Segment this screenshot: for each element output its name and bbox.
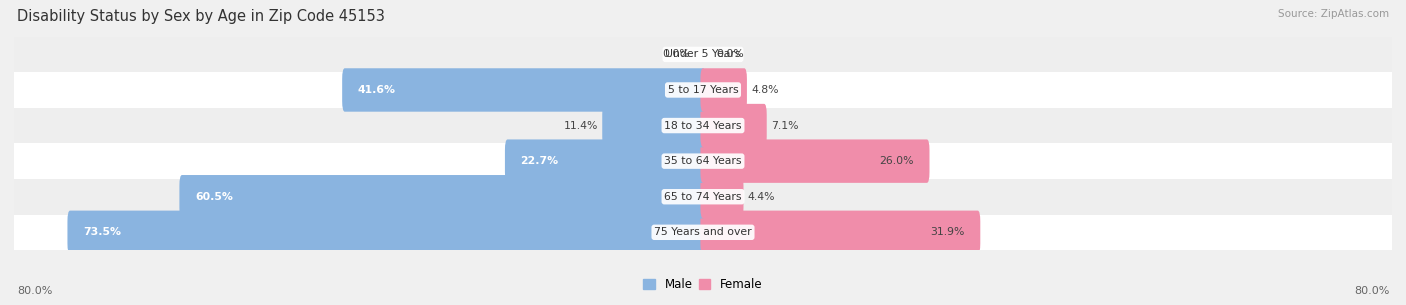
Text: 60.5%: 60.5% — [195, 192, 233, 202]
Text: 11.4%: 11.4% — [564, 120, 598, 131]
FancyBboxPatch shape — [67, 210, 706, 254]
Text: 80.0%: 80.0% — [17, 286, 52, 296]
FancyBboxPatch shape — [14, 143, 1392, 179]
Text: 26.0%: 26.0% — [880, 156, 914, 166]
FancyBboxPatch shape — [700, 210, 980, 254]
Text: 18 to 34 Years: 18 to 34 Years — [664, 120, 742, 131]
FancyBboxPatch shape — [14, 72, 1392, 108]
Text: 5 to 17 Years: 5 to 17 Years — [668, 85, 738, 95]
FancyBboxPatch shape — [14, 37, 1392, 72]
Text: 22.7%: 22.7% — [520, 156, 558, 166]
Text: Disability Status by Sex by Age in Zip Code 45153: Disability Status by Sex by Age in Zip C… — [17, 9, 385, 24]
FancyBboxPatch shape — [700, 175, 744, 218]
FancyBboxPatch shape — [602, 104, 706, 147]
FancyBboxPatch shape — [14, 108, 1392, 143]
Text: Under 5 Years: Under 5 Years — [665, 49, 741, 59]
FancyBboxPatch shape — [505, 139, 706, 183]
Text: 4.4%: 4.4% — [748, 192, 775, 202]
FancyBboxPatch shape — [342, 68, 706, 112]
Text: 7.1%: 7.1% — [770, 120, 799, 131]
Text: 75 Years and over: 75 Years and over — [654, 227, 752, 237]
Text: Source: ZipAtlas.com: Source: ZipAtlas.com — [1278, 9, 1389, 19]
FancyBboxPatch shape — [700, 139, 929, 183]
Text: 80.0%: 80.0% — [1354, 286, 1389, 296]
Text: 65 to 74 Years: 65 to 74 Years — [664, 192, 742, 202]
Text: 0.0%: 0.0% — [716, 49, 744, 59]
FancyBboxPatch shape — [700, 104, 766, 147]
Text: 0.0%: 0.0% — [662, 49, 690, 59]
Text: 73.5%: 73.5% — [83, 227, 121, 237]
FancyBboxPatch shape — [14, 214, 1392, 250]
FancyBboxPatch shape — [180, 175, 706, 218]
Text: 35 to 64 Years: 35 to 64 Years — [664, 156, 742, 166]
Text: 31.9%: 31.9% — [931, 227, 965, 237]
Text: 4.8%: 4.8% — [751, 85, 779, 95]
FancyBboxPatch shape — [14, 179, 1392, 214]
FancyBboxPatch shape — [700, 68, 747, 112]
Legend: Male, Female: Male, Female — [644, 278, 762, 291]
Text: 41.6%: 41.6% — [357, 85, 395, 95]
